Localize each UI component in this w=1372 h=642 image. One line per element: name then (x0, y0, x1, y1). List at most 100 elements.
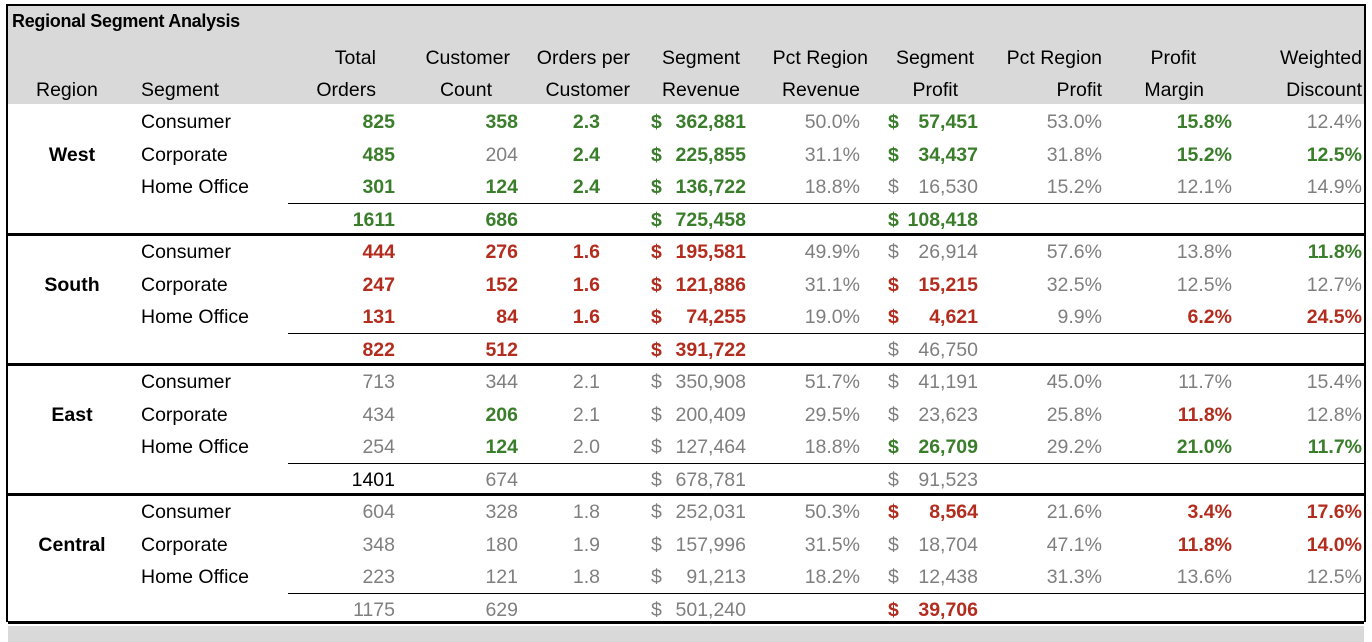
header-customer-count-line1[interactable]: Customer (425, 47, 510, 69)
cell-pct-rev[interactable]: 18.8% (804, 436, 860, 458)
cell-opc[interactable]: 2.1 (572, 371, 600, 393)
cell-pct-profit[interactable]: 15.2% (1046, 176, 1102, 198)
cell-revenue[interactable]: 501,240 (675, 598, 747, 621)
cell-customers[interactable]: 84 (496, 306, 518, 328)
header-pct-region-revenue-line1[interactable]: Pct Region (772, 47, 868, 69)
cell-orders[interactable]: 247 (362, 273, 395, 296)
header-segment-revenue-line2[interactable]: Revenue (661, 79, 740, 101)
cell-profit[interactable]: 15,215 (918, 273, 978, 296)
currency-symbol[interactable]: $ (651, 468, 662, 491)
cell-orders[interactable]: 348 (362, 533, 395, 556)
header-pct-region-profit-line2[interactable]: Profit (1056, 79, 1102, 101)
cell-orders[interactable]: 131 (362, 306, 395, 328)
currency-symbol[interactable]: $ (888, 306, 899, 328)
segment-name[interactable]: Corporate (141, 273, 228, 296)
currency-symbol[interactable]: $ (651, 371, 662, 393)
cell-revenue[interactable]: 121,886 (675, 273, 747, 296)
cell-discount[interactable]: 15.4% (1306, 371, 1362, 393)
cell-customers[interactable]: 328 (485, 501, 518, 523)
cell-opc[interactable]: 1.8 (572, 566, 600, 588)
cell-customers[interactable]: 206 (485, 403, 518, 426)
cell-revenue[interactable]: 362,881 (675, 111, 747, 133)
header-profit-margin-line1[interactable]: Profit (1150, 47, 1196, 69)
header-segment-profit-line2[interactable]: Profit (912, 79, 958, 101)
cell-opc[interactable]: 1.8 (572, 501, 600, 523)
cell-opc[interactable]: 1.6 (572, 273, 600, 296)
header-pct-region-revenue-line2[interactable]: Revenue (781, 79, 860, 101)
cell-margin[interactable]: 6.2% (1187, 306, 1232, 328)
header-profit-margin-line2[interactable]: Margin (1144, 79, 1204, 101)
cell-pct-rev[interactable]: 31.1% (804, 143, 860, 166)
currency-symbol[interactable]: $ (651, 436, 662, 458)
currency-symbol[interactable]: $ (651, 598, 662, 621)
cell-margin[interactable]: 21.0% (1176, 436, 1232, 458)
sheet-title[interactable]: Regional Segment Analysis (12, 11, 240, 31)
cell-profit[interactable]: 26,709 (918, 436, 978, 458)
cell-orders[interactable]: 604 (362, 501, 395, 523)
cell-pct-profit[interactable]: 31.8% (1046, 143, 1102, 166)
cell-margin[interactable]: 11.7% (1178, 371, 1232, 393)
cell-pct-profit[interactable]: 29.2% (1046, 436, 1102, 458)
currency-symbol[interactable]: $ (651, 533, 662, 556)
currency-symbol[interactable]: $ (888, 273, 899, 296)
cell-opc[interactable]: 1.6 (572, 241, 600, 263)
cell-customers[interactable]: 674 (485, 468, 518, 491)
cell-customers[interactable]: 686 (485, 208, 518, 231)
cell-profit[interactable]: 46,750 (918, 338, 978, 361)
cell-opc[interactable]: 2.1 (572, 403, 600, 426)
cell-orders[interactable]: 223 (362, 566, 395, 588)
cell-revenue[interactable]: 127,464 (675, 436, 747, 458)
cell-profit[interactable]: 26,914 (918, 241, 978, 263)
cell-margin[interactable]: 13.6% (1176, 566, 1232, 588)
segment-name[interactable]: Home Office (141, 566, 250, 588)
segment-name[interactable]: Home Office (141, 176, 250, 198)
currency-symbol[interactable]: $ (888, 338, 899, 361)
cell-revenue[interactable]: 350,908 (675, 371, 747, 393)
currency-symbol[interactable]: $ (888, 241, 899, 263)
currency-symbol[interactable]: $ (888, 176, 899, 198)
cell-revenue[interactable]: 136,722 (675, 176, 747, 198)
cell-orders[interactable]: 825 (362, 111, 395, 133)
cell-margin[interactable]: 11.8% (1177, 533, 1232, 556)
cell-customers[interactable]: 344 (485, 371, 518, 393)
cell-margin[interactable]: 3.4% (1187, 501, 1232, 523)
cell-customers[interactable]: 124 (485, 176, 518, 198)
cell-profit[interactable]: 57,451 (918, 111, 978, 133)
cell-profit[interactable]: 108,418 (907, 208, 979, 231)
currency-symbol[interactable]: $ (651, 273, 662, 296)
header-segment-profit-line1[interactable]: Segment (895, 47, 974, 69)
cell-opc[interactable]: 2.3 (572, 111, 600, 133)
cell-customers[interactable]: 358 (485, 111, 518, 133)
cell-pct-rev[interactable]: 49.9% (804, 241, 860, 263)
cell-revenue[interactable]: 391,722 (675, 338, 747, 361)
cell-customers[interactable]: 121 (485, 566, 518, 588)
cell-pct-rev[interactable]: 50.3% (804, 501, 860, 523)
header-weighted-discount-line2[interactable]: Discount (1286, 79, 1362, 101)
cell-margin[interactable]: 12.1% (1176, 176, 1232, 198)
cell-orders[interactable]: 713 (362, 371, 395, 393)
cell-profit[interactable]: 34,437 (918, 143, 978, 166)
header-segment-revenue-line1[interactable]: Segment (661, 47, 740, 69)
cell-pct-profit[interactable]: 21.6% (1046, 501, 1102, 523)
cell-profit[interactable]: 12,438 (918, 566, 978, 588)
cell-profit[interactable]: 39,706 (918, 598, 978, 621)
cell-revenue[interactable]: 225,855 (675, 143, 747, 166)
cell-revenue[interactable]: 200,409 (675, 403, 747, 426)
cell-customers[interactable]: 152 (485, 273, 518, 296)
cell-profit[interactable]: 41,191 (918, 371, 978, 393)
cell-discount[interactable]: 12.4% (1306, 111, 1362, 133)
currency-symbol[interactable]: $ (651, 566, 662, 588)
cell-pct-rev[interactable]: 31.5% (804, 533, 860, 556)
currency-symbol[interactable]: $ (888, 468, 899, 491)
region-label[interactable]: West (48, 143, 96, 166)
currency-symbol[interactable]: $ (651, 111, 662, 133)
cell-discount[interactable]: 12.5% (1306, 143, 1362, 166)
cell-pct-rev[interactable]: 29.5% (804, 403, 860, 426)
currency-symbol[interactable]: $ (888, 371, 899, 393)
header-total-orders-line2[interactable]: Orders (316, 79, 376, 101)
cell-customers[interactable]: 629 (485, 598, 518, 621)
header-customer-count-line2[interactable]: Count (439, 79, 492, 101)
cell-customers[interactable]: 124 (485, 436, 518, 458)
cell-pct-profit[interactable]: 57.6% (1046, 241, 1102, 263)
segment-name[interactable]: Consumer (141, 241, 231, 263)
